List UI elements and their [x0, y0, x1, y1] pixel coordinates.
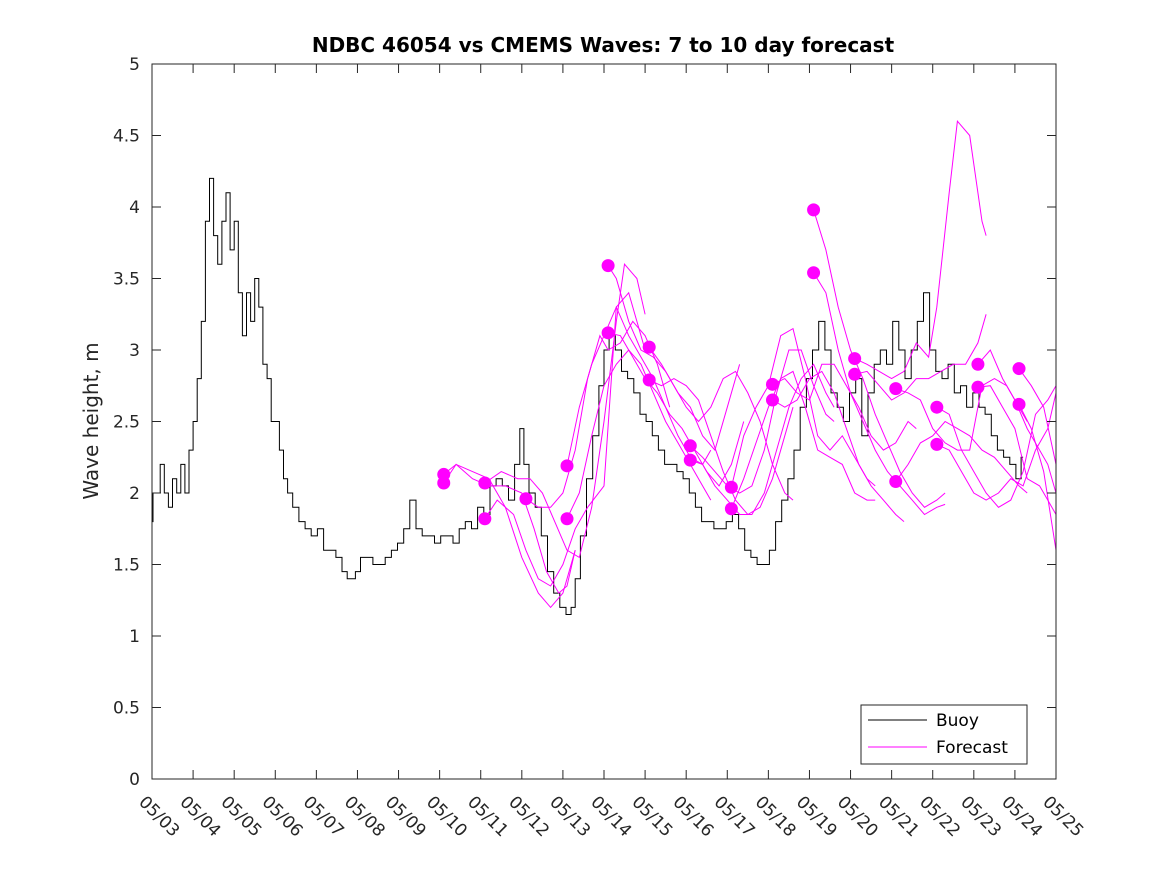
forecast-line — [730, 370, 876, 509]
y-tick-label: 5 — [129, 55, 140, 75]
forecast-start-marker — [560, 459, 574, 473]
forecast-line — [813, 209, 946, 508]
forecast-start-marker — [765, 377, 779, 391]
forecast-start-marker — [848, 352, 862, 366]
forecast-start-marker — [642, 373, 656, 387]
forecast-line — [936, 385, 1057, 508]
forecast-line — [772, 370, 905, 522]
y-tick-label: 3 — [129, 341, 140, 361]
forecast-line — [689, 349, 835, 494]
legend-forecast-label: Forecast — [936, 738, 1008, 758]
forecast-start-marker — [807, 266, 821, 280]
forecast-line — [607, 332, 745, 487]
forecast-line — [484, 263, 646, 559]
y-tick-label: 4.5 — [113, 127, 140, 147]
forecast-line — [977, 385, 1057, 515]
forecast-line — [525, 320, 671, 508]
forecast-start-marker — [971, 380, 985, 394]
y-tick-label: 3.5 — [113, 270, 140, 290]
y-tick-label: 4 — [129, 198, 140, 218]
forecast-start-marker — [930, 437, 944, 451]
y-axis-label: Wave height, m — [79, 342, 103, 499]
y-tick-label: 2 — [129, 484, 140, 504]
forecast-start-marker — [724, 502, 738, 516]
forecast-start-markers — [437, 203, 1026, 526]
y-tick-label: 2.5 — [113, 413, 140, 433]
forecast-line — [772, 363, 917, 451]
legend-box — [860, 704, 1028, 765]
forecast-start-marker — [765, 393, 779, 407]
forecast-start-marker — [889, 475, 903, 489]
forecast-start-marker — [848, 367, 862, 381]
y-tick-label: 1.5 — [113, 556, 140, 576]
forecast-start-marker — [478, 512, 492, 526]
forecast-line — [936, 392, 1057, 501]
y-tick-label: 1 — [129, 627, 140, 647]
forecast-line — [1018, 404, 1057, 551]
forecast-line — [1018, 368, 1057, 465]
forecast-line — [690, 363, 835, 515]
forecast-start-marker — [683, 453, 697, 467]
legend-buoy-label: Buoy — [936, 711, 979, 731]
forecast-start-marker — [601, 326, 615, 340]
forecast-start-marker — [1012, 362, 1026, 376]
forecast-start-marker — [807, 203, 821, 217]
forecast-start-marker — [683, 439, 697, 453]
forecast-start-marker — [889, 382, 903, 396]
forecast-line — [443, 463, 576, 594]
forecast-start-marker — [930, 400, 944, 414]
chart-title: NDBC 46054 vs CMEMS Waves: 7 to 10 day f… — [312, 33, 895, 57]
forecast-line — [730, 327, 876, 488]
forecast-start-marker — [642, 340, 656, 354]
plot-area: 00.511.522.533.544.5505/0305/0405/0505/0… — [113, 55, 1087, 841]
legend: Buoy Forecast — [860, 704, 1028, 765]
forecast-start-marker — [478, 476, 492, 490]
forecast-line — [854, 314, 987, 401]
forecast-start-marker — [437, 476, 451, 490]
forecast-start-marker — [724, 480, 738, 494]
forecast-start-marker — [519, 492, 533, 506]
forecast-start-marker — [601, 259, 615, 273]
y-tick-label: 0.5 — [113, 699, 140, 719]
forecast-line — [895, 420, 1028, 494]
forecast-start-marker — [971, 357, 985, 371]
forecast-line — [648, 378, 794, 516]
forecast-line — [854, 120, 987, 380]
forecast-line — [977, 349, 1057, 494]
forecast-start-marker — [1012, 397, 1026, 411]
y-tick-label: 0 — [129, 770, 140, 790]
forecast-line — [484, 291, 646, 587]
forecast-line — [443, 463, 576, 609]
forecast-line — [813, 272, 946, 516]
forecast-start-marker — [560, 512, 574, 526]
